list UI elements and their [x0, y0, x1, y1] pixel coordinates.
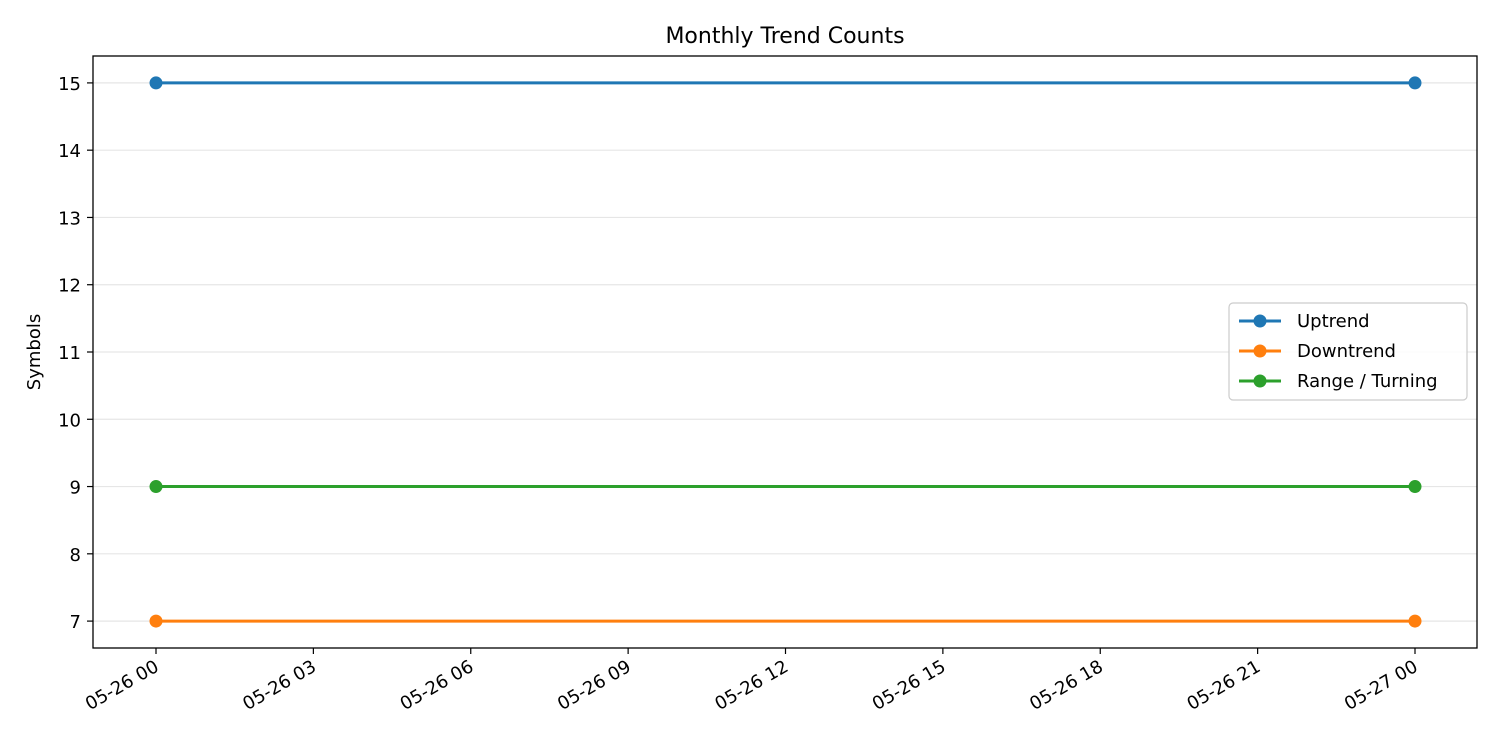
y-tick-label: 8 [70, 545, 81, 566]
data-point [1408, 76, 1422, 90]
y-axis-label: Symbols [24, 314, 45, 390]
y-tick-label: 15 [58, 74, 81, 95]
legend-marker [1253, 314, 1267, 328]
data-point [149, 76, 163, 90]
y-tick-label: 10 [58, 410, 81, 431]
series-layer [149, 76, 1422, 628]
legend-item: Uptrend [1239, 311, 1370, 332]
series-downtrend [149, 614, 1422, 628]
y-tick-label: 14 [58, 141, 81, 162]
series-uptrend [149, 76, 1422, 90]
data-point [149, 614, 163, 628]
series-range-turning [149, 480, 1422, 494]
legend-item: Range / Turning [1239, 371, 1438, 392]
data-point [1408, 614, 1422, 628]
legend-marker [1253, 374, 1267, 388]
y-tick-label: 9 [70, 478, 81, 499]
chart-title: Monthly Trend Counts [665, 24, 904, 49]
legend-label: Range / Turning [1297, 371, 1438, 392]
data-point [1408, 480, 1422, 494]
legend-item: Downtrend [1239, 341, 1396, 362]
legend-label: Uptrend [1297, 311, 1370, 332]
y-tick-label: 13 [58, 208, 81, 229]
y-tick-label: 11 [58, 343, 81, 364]
y-tick-label: 7 [70, 612, 81, 633]
data-point [149, 480, 163, 494]
y-axis: 7 8 9 10 11 12 13 14 15 [58, 74, 93, 633]
legend: Uptrend Downtrend Range / Turning [1228, 302, 1468, 401]
legend-label: Downtrend [1297, 341, 1396, 362]
y-tick-label: 12 [58, 276, 81, 297]
legend-marker [1253, 344, 1267, 358]
legend-box [1228, 302, 1468, 401]
